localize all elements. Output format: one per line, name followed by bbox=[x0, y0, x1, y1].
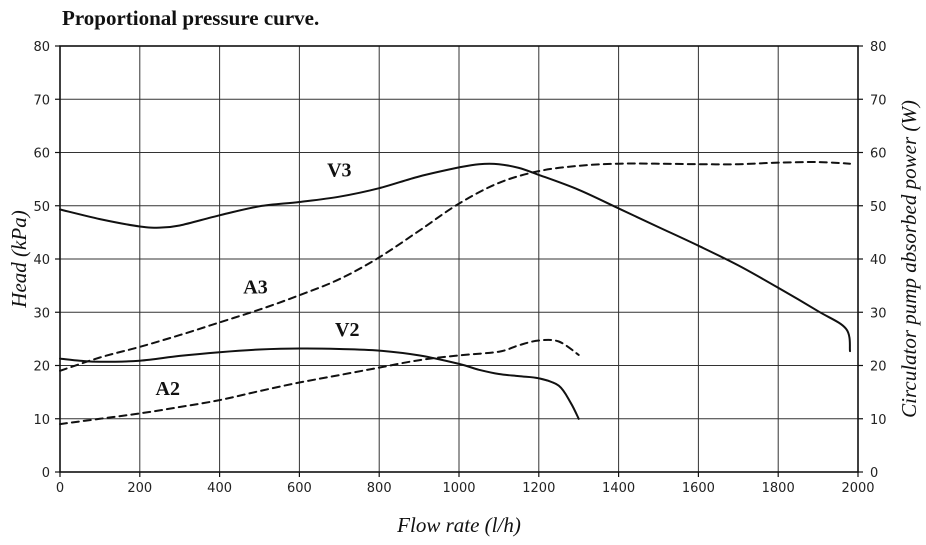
x-axis-title: Flow rate (l/h) bbox=[396, 513, 521, 537]
x-tick-label: 0 bbox=[56, 481, 64, 496]
x-tick-label: 2000 bbox=[841, 481, 874, 496]
y2-tick-label: 80 bbox=[870, 40, 887, 55]
y-tick-label: 30 bbox=[33, 306, 50, 321]
plot-frame bbox=[59, 45, 859, 473]
y2-tick-label: 70 bbox=[870, 93, 887, 108]
y-tick-label: 0 bbox=[42, 466, 50, 481]
series-label-v3: V3 bbox=[327, 159, 351, 181]
y2-tick-label: 60 bbox=[870, 147, 887, 162]
chart-title: Proportional pressure curve. bbox=[62, 6, 320, 30]
x-tick-label: 1000 bbox=[442, 481, 475, 496]
series-line-a3 bbox=[59, 161, 851, 372]
series-line-v2 bbox=[59, 347, 580, 420]
y-axis-title: Head (kPa) bbox=[7, 210, 31, 308]
series-label-a3: A3 bbox=[243, 277, 267, 299]
y2-tick-label: 0 bbox=[870, 466, 878, 481]
y2-tick-label: 50 bbox=[870, 200, 887, 215]
series-labels: V3 A3 V2 A2 bbox=[156, 159, 360, 399]
series-label-a2: A2 bbox=[156, 378, 180, 400]
y-tick-label: 80 bbox=[33, 40, 50, 55]
series-lines bbox=[59, 161, 851, 426]
y2-axis-title: Circulator pump absorbed power (W) bbox=[897, 100, 921, 418]
x-tick-label: 200 bbox=[127, 481, 152, 496]
y2-tick-label: 20 bbox=[870, 360, 887, 375]
x-tick-label: 600 bbox=[287, 481, 312, 496]
y-tick-label: 70 bbox=[33, 93, 50, 108]
y-tick-label: 20 bbox=[33, 360, 50, 375]
y-tick-label: 60 bbox=[33, 147, 50, 162]
x-tick-label: 800 bbox=[367, 481, 392, 496]
y-tick-label: 10 bbox=[33, 413, 50, 428]
y-tick-label: 40 bbox=[33, 253, 50, 268]
series-line-v3 bbox=[59, 162, 851, 353]
y2-tick-label: 40 bbox=[870, 253, 887, 268]
series-line-a2 bbox=[59, 338, 580, 426]
series-label-v2: V2 bbox=[335, 319, 359, 341]
x-tick-label: 1600 bbox=[682, 481, 715, 496]
x-tick-label: 1800 bbox=[762, 481, 795, 496]
grid bbox=[55, 45, 863, 477]
y2-tick-label: 30 bbox=[870, 306, 887, 321]
x-tick-label: 400 bbox=[207, 481, 232, 496]
y-tick-label: 50 bbox=[33, 200, 50, 215]
x-tick-label: 1200 bbox=[522, 481, 555, 496]
x-tick-label: 1400 bbox=[602, 481, 635, 496]
y2-tick-label: 10 bbox=[870, 413, 887, 428]
